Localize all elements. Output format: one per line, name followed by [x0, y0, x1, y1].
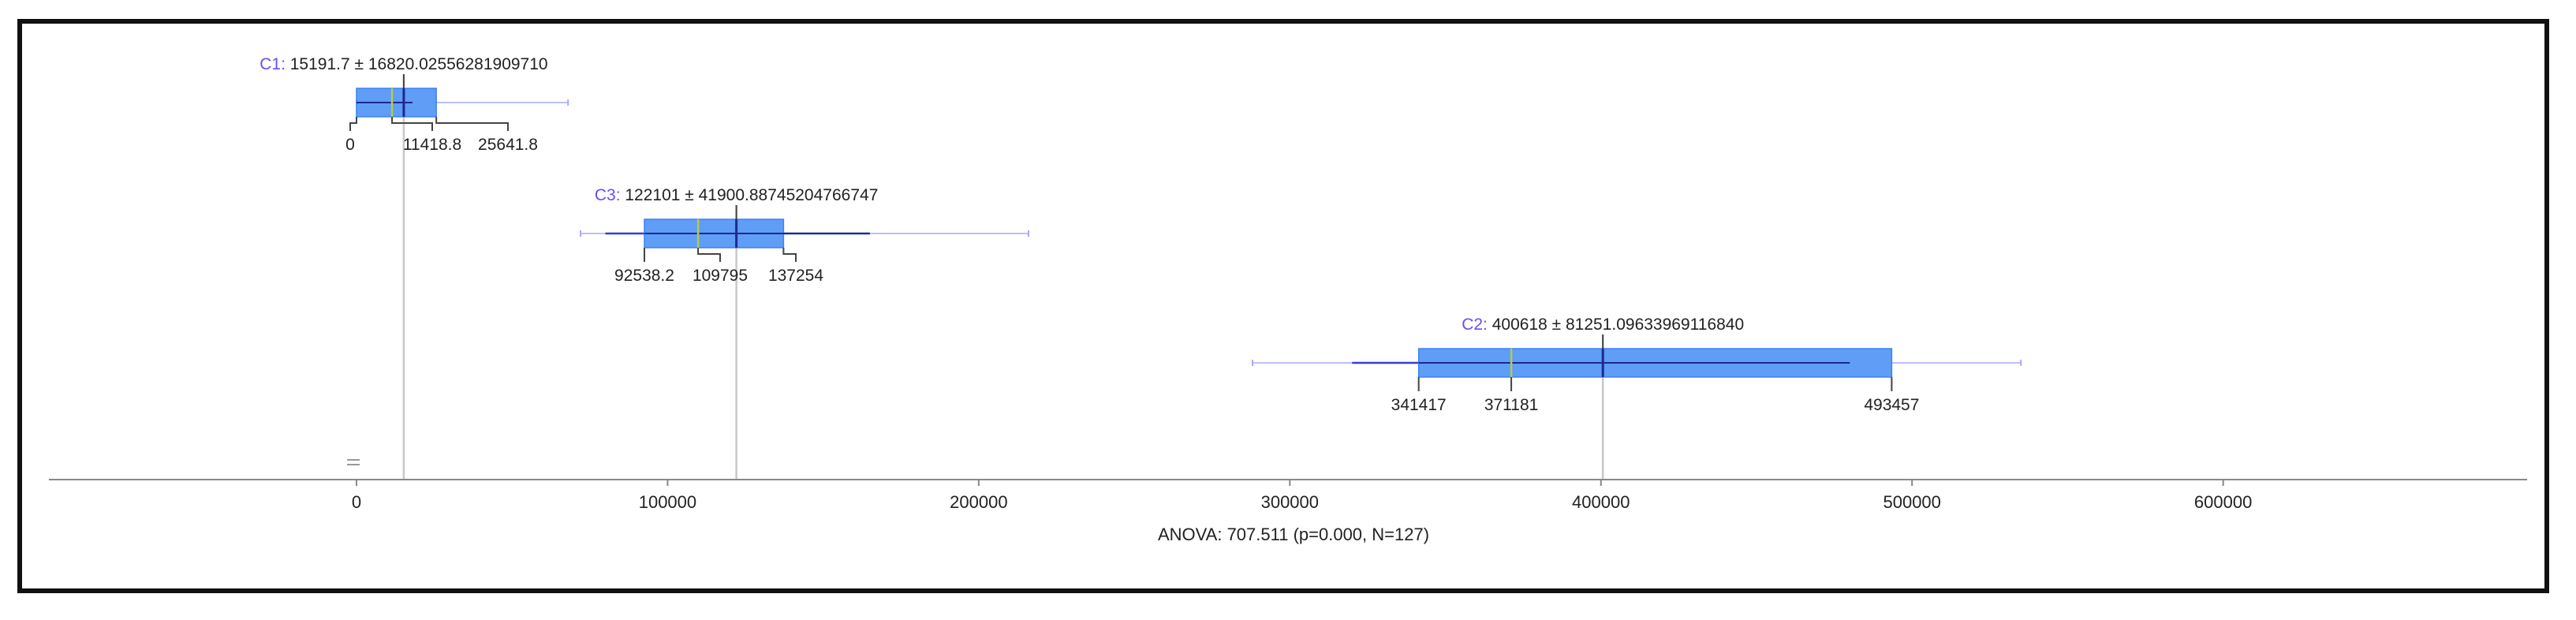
group-summary-value: 15191.7 ± 16820.02556281909710	[290, 55, 548, 73]
quartile-label: 341417	[1391, 396, 1447, 414]
chart-frame	[17, 19, 2549, 593]
group-summary-label: C1: 15191.7 ± 16820.02556281909710	[259, 55, 547, 73]
group-name: C2:	[1462, 316, 1492, 334]
axis-break-marker	[347, 459, 360, 465]
box-group-c1: C1: 15191.7 ± 16820.02556281909710 0 11418…	[259, 55, 569, 154]
quartile-label: 25641.8	[478, 136, 538, 154]
mean-guide-lines	[402, 74, 1604, 480]
x-axis-ticks: 0 100000 200000 300000 400000 500000 600000	[352, 480, 2252, 512]
quartile-label: 137254	[768, 267, 823, 285]
group-summary-label: C2: 400618 ± 81251.09633969116840	[1462, 316, 1744, 334]
group-summary-value: 400618 ± 81251.09633969116840	[1492, 316, 1744, 334]
x-tick-label: 400000	[1572, 492, 1630, 512]
group-name: C1:	[259, 55, 290, 73]
box-group-c2: C2: 400618 ± 81251.09633969116840 341417 3…	[1251, 316, 2022, 414]
quartile-pointer	[435, 117, 509, 131]
quartile-pointer	[782, 248, 797, 262]
quartile-label: 0	[345, 136, 355, 154]
quartile-pointer	[349, 117, 357, 131]
x-tick-label: 600000	[2194, 492, 2252, 512]
x-tick-label: 500000	[1883, 492, 1940, 512]
x-tick-label: 0	[352, 492, 361, 512]
x-tick-label: 200000	[950, 492, 1007, 512]
quartile-label: 11418.8	[403, 136, 461, 154]
x-tick-label: 300000	[1261, 492, 1319, 512]
group-summary-label: C3: 122101 ± 41900.88745204766747	[595, 186, 879, 204]
quartile-pointer	[391, 117, 433, 131]
box-group-c3: C3: 122101 ± 41900.88745204766747 92538.2…	[579, 186, 1029, 285]
x-tick-label: 100000	[639, 492, 696, 512]
group-summary-value: 122101 ± 41900.88745204766747	[625, 186, 878, 204]
quartile-label: 371181	[1484, 396, 1539, 414]
x-axis-label: ANOVA: 707.511 (p=0.000, N=127)	[1158, 525, 1429, 544]
box-groups: C1: 15191.7 ± 16820.02556281909710 0 11418…	[259, 55, 2022, 414]
quartile-label: 92538.2	[614, 267, 674, 285]
quartile-pointer	[697, 248, 722, 262]
quartile-label: 493457	[1864, 396, 1919, 414]
quartile-label: 109795	[693, 267, 748, 285]
group-name: C3:	[595, 186, 625, 204]
